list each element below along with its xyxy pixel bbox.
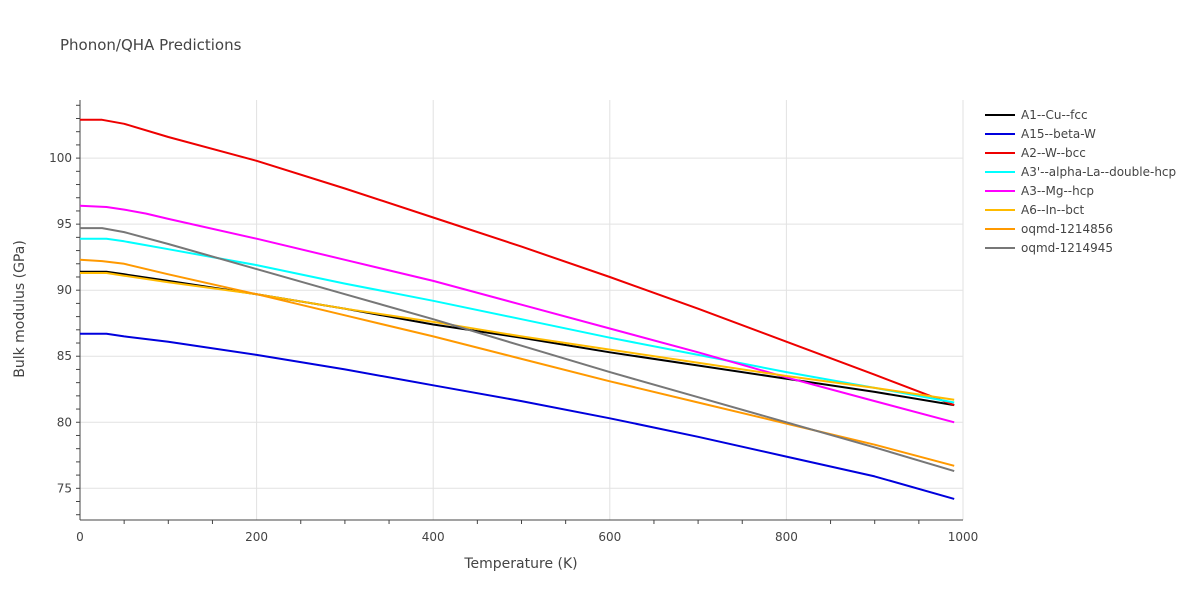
legend-label: A1--Cu--fcc bbox=[1021, 108, 1088, 122]
x-tick-label: 1000 bbox=[948, 530, 979, 544]
x-tick-label: 800 bbox=[775, 530, 798, 544]
legend-item[interactable]: A6--In--bct bbox=[985, 203, 1085, 217]
x-tick-label: 400 bbox=[422, 530, 445, 544]
series-line bbox=[80, 237, 955, 404]
legend-item[interactable]: A2--W--bcc bbox=[985, 146, 1086, 160]
y-tick-label: 95 bbox=[57, 217, 72, 231]
chart-title: Phonon/QHA Predictions bbox=[60, 36, 242, 54]
series-line bbox=[80, 270, 955, 407]
y-tick-label: 85 bbox=[57, 349, 72, 363]
legend-item[interactable]: oqmd-1214945 bbox=[985, 241, 1113, 255]
legend-label: A15--beta-W bbox=[1021, 127, 1096, 141]
y-axis-title: Bulk modulus (GPa) bbox=[12, 240, 28, 378]
legend-label: A3'--alpha-La--double-hcp bbox=[1021, 165, 1176, 179]
plot-area bbox=[79, 118, 955, 500]
series-line bbox=[80, 332, 955, 500]
legend-item[interactable]: A1--Cu--fcc bbox=[985, 108, 1088, 122]
series-line bbox=[80, 227, 955, 473]
series-line bbox=[80, 272, 955, 401]
legend-item[interactable]: A15--beta-W bbox=[985, 127, 1096, 141]
legend: A1--Cu--fcc A15--beta-W A2--W--bcc A3'--alp… bbox=[985, 108, 1176, 255]
legend-label: A2--W--bcc bbox=[1021, 146, 1086, 160]
x-tick-label: 200 bbox=[245, 530, 268, 544]
legend-item[interactable]: A3--Mg--hcp bbox=[985, 184, 1094, 198]
legend-label: oqmd-1214945 bbox=[1021, 241, 1113, 255]
legend-label: A6--In--bct bbox=[1021, 203, 1085, 217]
legend-item[interactable]: oqmd-1214856 bbox=[985, 222, 1113, 236]
y-tick-label: 90 bbox=[57, 283, 72, 297]
y-tick-label: 80 bbox=[57, 415, 72, 429]
grid bbox=[79, 100, 964, 520]
legend-item[interactable]: A3'--alpha-La--double-hcp bbox=[985, 165, 1176, 179]
series-line bbox=[80, 118, 955, 407]
legend-label: A3--Mg--hcp bbox=[1021, 184, 1094, 198]
series-line bbox=[79, 204, 955, 424]
legend-label: oqmd-1214856 bbox=[1021, 222, 1113, 236]
axes: 0 200 400 600 800 1000 75 80 85 90 95 100 bbox=[49, 100, 978, 544]
x-tick-label: 0 bbox=[76, 530, 84, 544]
x-tick-label: 600 bbox=[598, 530, 621, 544]
x-axis-title: Temperature (K) bbox=[463, 556, 577, 572]
y-tick-label: 100 bbox=[49, 151, 72, 165]
y-tick-label: 75 bbox=[57, 481, 72, 495]
series-line bbox=[79, 258, 955, 467]
